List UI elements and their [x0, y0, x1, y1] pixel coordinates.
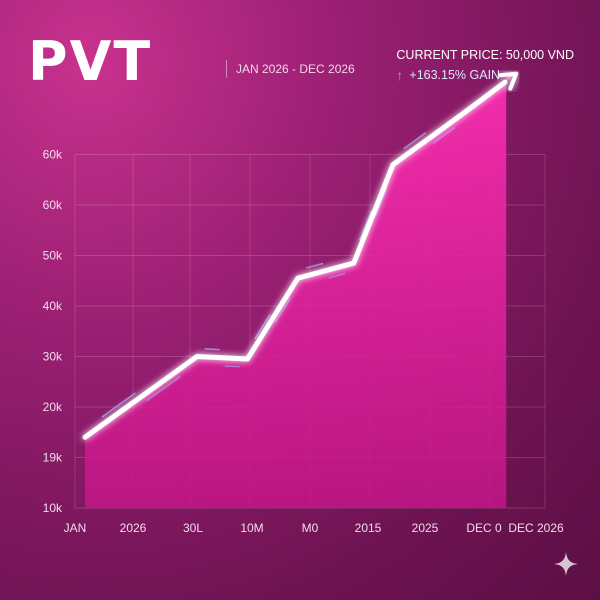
x-tick-label: 30L [183, 521, 203, 535]
accent-stroke [254, 314, 271, 340]
y-tick-label: 60k [43, 198, 63, 212]
chart-area-layer [85, 73, 517, 508]
y-axis: 10k 19k 20k 30k 40k 50k 60k 60k [43, 148, 63, 516]
x-axis: JAN 2026 30L 10M M0 2015 2025 DEC 0 DEC 2026 [64, 521, 564, 535]
accent-stroke [101, 392, 136, 418]
x-tick-label: 10M [240, 521, 263, 535]
y-tick-label: 20k [43, 400, 63, 414]
price-line [82, 79, 508, 440]
data-point [391, 162, 395, 167]
y-tick-label: 19k [43, 451, 63, 465]
y-tick-label: 60k [43, 148, 63, 162]
accent-stroke [146, 376, 181, 402]
y-tick-label: 10k [43, 501, 63, 515]
x-tick-label: DEC 0 [466, 521, 502, 535]
data-point [83, 435, 87, 440]
gain-row: ↑ +163.15% GAIN [396, 67, 574, 83]
data-point [463, 109, 468, 114]
arrow-up-icon: ↑ [396, 67, 404, 83]
data-point [245, 357, 250, 362]
current-price: CURRENT PRICE: 50,000 VND [396, 48, 574, 62]
accent-stroke [274, 297, 291, 323]
accent-stroke [306, 262, 324, 269]
accent-stroke [432, 126, 456, 145]
data-point [195, 354, 199, 359]
accent-stroke [359, 210, 373, 241]
x-tick-label: DEC 2026 [508, 521, 564, 535]
data-point [514, 71, 519, 76]
y-tick-label: 40k [43, 299, 63, 313]
accent-stroke [374, 187, 388, 218]
x-tick-label: 2015 [355, 521, 382, 535]
accent-stroke [328, 272, 346, 279]
chart-line-layer [82, 71, 519, 440]
ticker-title: PVT [28, 30, 153, 93]
x-tick-label: M0 [302, 521, 319, 535]
accent-stroke [403, 132, 427, 150]
area-fill [85, 73, 517, 508]
data-point [351, 261, 356, 266]
accent-stroke [224, 365, 240, 368]
header-divider [226, 60, 227, 78]
accent-stroke [204, 348, 220, 351]
y-tick-label: 30k [43, 350, 63, 364]
x-tick-label: 2025 [412, 521, 439, 535]
gain-value: +163.15% GAIN [409, 68, 501, 82]
sparkle-icon [554, 552, 578, 576]
x-tick-label: 2026 [120, 521, 147, 535]
x-tick-label: JAN [64, 521, 87, 535]
y-tick-label: 50k [43, 249, 63, 263]
date-range: JAN 2026 - DEC 2026 [236, 62, 355, 76]
data-point [295, 276, 300, 281]
price-summary: CURRENT PRICE: 50,000 VND ↑ +163.15% GAI… [396, 48, 574, 83]
